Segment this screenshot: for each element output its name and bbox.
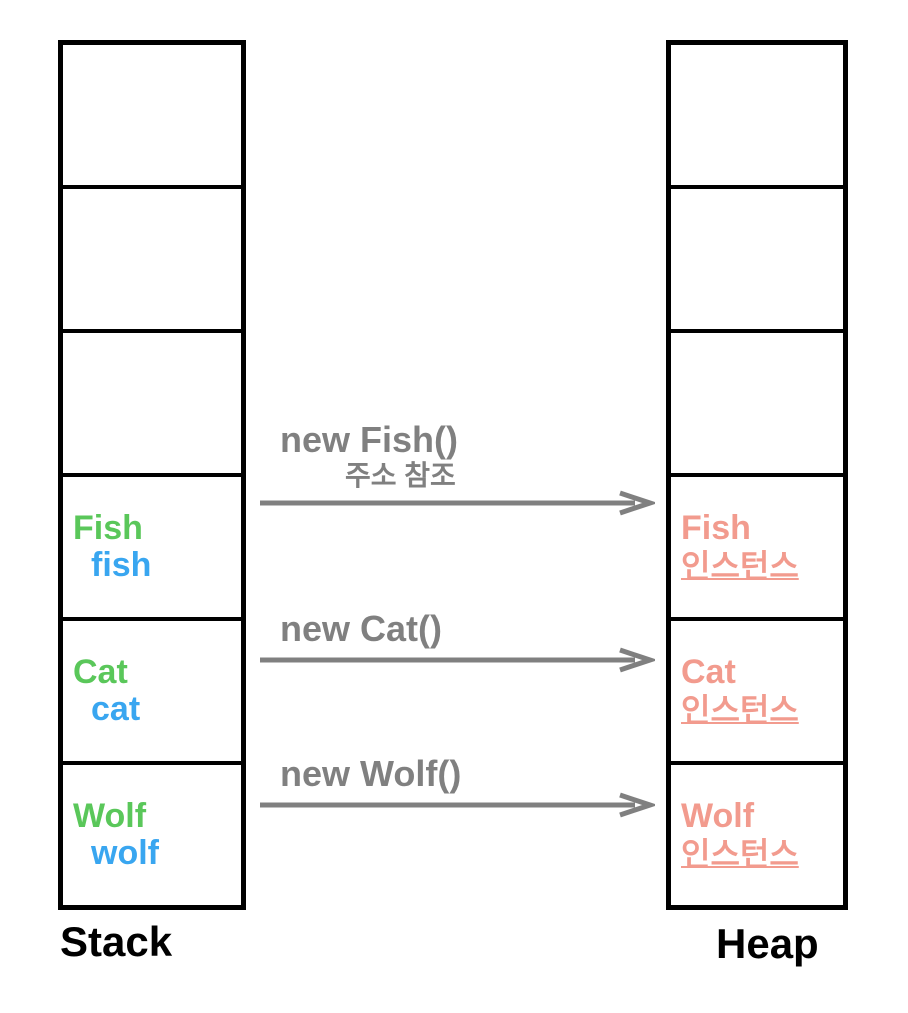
arrow-group: new Wolf() [260, 756, 655, 818]
arrow-label-main: new Wolf() [260, 756, 655, 792]
heap-cell: Wolf 인스턴스 [671, 765, 843, 905]
arrow-group: new Fish() 주소 참조 [260, 422, 655, 516]
arrow-icon [260, 490, 655, 516]
heap-cell: Cat 인스턴스 [671, 621, 843, 765]
heap-type: Fish [681, 509, 833, 548]
heap-column: Fish 인스턴스 Cat 인스턴스 Wolf 인스턴스 [666, 40, 848, 910]
arrow-icon [260, 792, 655, 818]
stack-cell-empty [63, 189, 241, 333]
stack-cell-empty [63, 333, 241, 477]
stack-cell: Fish fish [63, 477, 241, 621]
arrow-label-sub: 주소 참조 [260, 458, 655, 490]
heap-cell-empty [671, 45, 843, 189]
heap-cell-empty [671, 189, 843, 333]
heap-cell: Fish 인스턴스 [671, 477, 843, 621]
stack-cell: Cat cat [63, 621, 241, 765]
heap-instance: 인스턴스 [681, 836, 833, 873]
stack-label: Stack [60, 918, 172, 966]
stack-var: cat [73, 691, 231, 728]
heap-cell-empty [671, 333, 843, 477]
stack-var: fish [73, 547, 231, 584]
stack-type: Fish [73, 510, 231, 547]
stack-cell-empty [63, 45, 241, 189]
arrow-group: new Cat() [260, 611, 655, 673]
heap-label: Heap [716, 920, 819, 968]
heap-instance: 인스턴스 [681, 548, 833, 585]
heap-type: Cat [681, 653, 833, 692]
arrow-label-main: new Cat() [260, 611, 655, 647]
stack-cell: Wolf wolf [63, 765, 241, 905]
stack-type: Wolf [73, 798, 231, 835]
arrow-icon [260, 647, 655, 673]
arrow-label-main: new Fish() [260, 422, 655, 458]
stack-var: wolf [73, 835, 231, 872]
stack-column: Fish fish Cat cat Wolf wolf [58, 40, 246, 910]
heap-type: Wolf [681, 797, 833, 836]
heap-instance: 인스턴스 [681, 692, 833, 729]
stack-type: Cat [73, 654, 231, 691]
